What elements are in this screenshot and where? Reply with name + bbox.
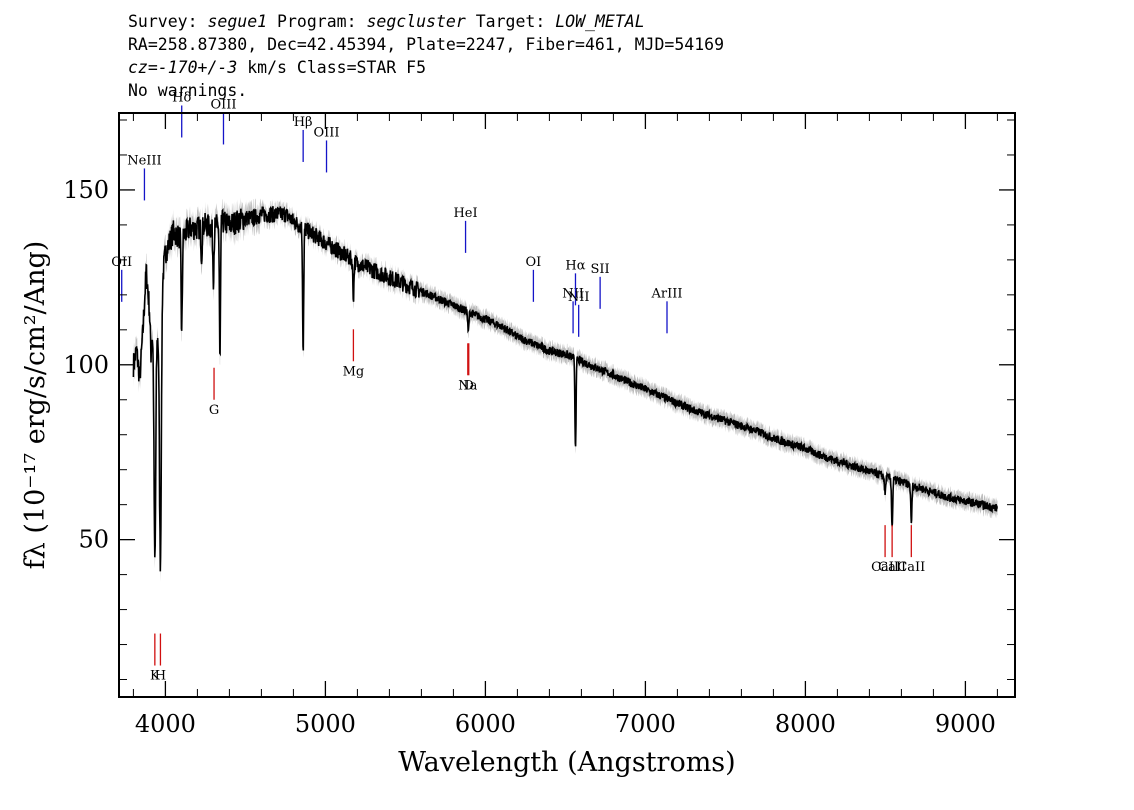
line-label: NII <box>562 286 584 301</box>
emission-line-marker: HeI <box>453 206 478 253</box>
emission-line-marker: Hα <box>565 258 586 306</box>
emission-line-marker: SII <box>591 262 610 309</box>
emission-line-marker: ArIII <box>650 286 683 334</box>
x-tick-label: 7000 <box>615 710 676 738</box>
target-value: LOW_METAL <box>555 12 645 31</box>
line-label: K <box>150 669 160 684</box>
survey-label: Survey: <box>128 12 198 31</box>
emission-line-marker: OIII <box>210 97 237 145</box>
line-label: NeIII <box>127 153 161 168</box>
absorption-line-marker: Na <box>458 343 478 393</box>
warnings-line: No warnings. <box>128 81 248 100</box>
survey-line: Survey: segue1 Program: segcluster Targe… <box>128 10 724 33</box>
class-value: Class=STAR F5 <box>296 58 427 77</box>
emission-line-marker: NeIII <box>127 153 162 201</box>
absorption-line-marker: CaII <box>871 525 899 575</box>
y-axis-title: fλ (10⁻¹⁷ erg/s/cm²/Ang) <box>20 241 51 570</box>
emission-line-marker: Hδ <box>172 90 191 138</box>
error-band-layer <box>133 197 998 583</box>
x-axis-title: Wavelength (Angstroms) <box>398 747 735 778</box>
y-tick-label: 100 <box>63 351 109 379</box>
line-label: OI <box>526 255 542 270</box>
line-label: D <box>464 378 474 393</box>
line-label: CaII <box>897 560 925 575</box>
line-label: NII <box>568 290 590 305</box>
program-value: segcluster <box>366 12 466 31</box>
absorption-line-marker: D <box>464 343 474 393</box>
line-label: Hβ <box>294 115 313 130</box>
line-label: CaII <box>878 560 906 575</box>
absorption-line-marker: Mg <box>343 329 365 379</box>
survey-value: segue1 <box>207 12 268 31</box>
emission-line-marker: NII <box>568 290 590 337</box>
plot-frame <box>118 112 1016 698</box>
emission-line-marker: OI <box>526 255 542 302</box>
line-label: H <box>155 669 166 684</box>
line-label: OII <box>111 255 132 270</box>
target-label: Target: <box>475 12 546 31</box>
absorption-line-marker: K <box>150 633 160 684</box>
y-tick-label: 50 <box>78 526 109 554</box>
emission-line-marker: OII <box>111 255 132 302</box>
spectrum-header: Survey: segue1 Program: segcluster Targe… <box>128 10 724 102</box>
emission-line-marker: NII <box>562 286 584 334</box>
program-label: Program: <box>277 12 357 31</box>
absorption-line-marker: H <box>155 633 166 684</box>
redshift-unit: km/s <box>247 58 287 77</box>
emission-line-marker: Hβ <box>294 115 313 162</box>
absorption-line-marker: CaII <box>897 525 925 575</box>
x-tick-label: 9000 <box>935 710 996 738</box>
absorption-line-marker: CaII <box>878 525 906 575</box>
line-label: OIII <box>313 125 339 140</box>
line-label: ArIII <box>650 286 682 301</box>
line-label: SII <box>591 262 610 277</box>
x-tick-label: 4000 <box>135 710 196 738</box>
flux-layer <box>132 205 998 572</box>
line-label: Hδ <box>172 90 191 105</box>
y-tick-label: 150 <box>63 176 109 204</box>
x-tick-label: 5000 <box>295 710 356 738</box>
redshift-line: cz=-170+/-3 km/s Class=STAR F5 <box>128 56 724 79</box>
coordinates-line: RA=258.87380, Dec=42.45394, Plate=2247, … <box>128 35 725 54</box>
redshift-value: cz=-170+/-3 <box>128 58 238 77</box>
emission-line-marker: OIII <box>313 125 340 173</box>
axis-ticks: 4000 5000 6000 7000 8000 9000 50 100 150 <box>63 113 1015 738</box>
line-label: Na <box>458 378 477 393</box>
line-label: G <box>209 403 219 418</box>
x-tick-label: 8000 <box>775 710 836 738</box>
absorption-line-marker: G <box>209 367 219 418</box>
error-band <box>133 197 998 583</box>
line-label: Mg <box>343 364 365 379</box>
line-label: Hα <box>565 258 585 273</box>
flux-line <box>132 205 998 572</box>
line-label: OIII <box>210 97 236 112</box>
x-tick-label: 6000 <box>455 710 516 738</box>
line-label: CaII <box>871 560 899 575</box>
line-label: HeI <box>453 206 477 221</box>
